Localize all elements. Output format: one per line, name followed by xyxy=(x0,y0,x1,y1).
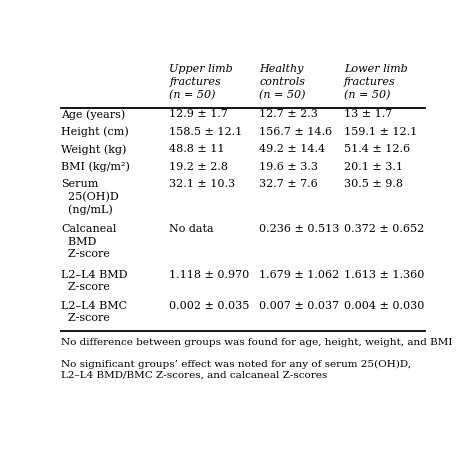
Text: BMI (kg/m²): BMI (kg/m²) xyxy=(61,162,130,172)
Text: 0.236 ± 0.513: 0.236 ± 0.513 xyxy=(259,224,340,235)
Text: Weight (kg): Weight (kg) xyxy=(61,144,127,155)
Text: L2–L4 BMC
  Z-score: L2–L4 BMC Z-score xyxy=(61,301,127,323)
Text: No difference between groups was found for age, height, weight, and BMI: No difference between groups was found f… xyxy=(61,337,453,346)
Text: 1.613 ± 1.360: 1.613 ± 1.360 xyxy=(344,270,424,280)
Text: L2–L4 BMD
  Z-score: L2–L4 BMD Z-score xyxy=(61,270,128,292)
Text: No data: No data xyxy=(169,224,214,235)
Text: 0.372 ± 0.652: 0.372 ± 0.652 xyxy=(344,224,424,235)
Text: 12.9 ± 1.7: 12.9 ± 1.7 xyxy=(169,109,228,119)
Text: Serum
  25(OH)D
  (ng/mL): Serum 25(OH)D (ng/mL) xyxy=(61,179,119,215)
Text: Lower limb
fractures
(n = 50): Lower limb fractures (n = 50) xyxy=(344,64,408,100)
Text: Height (cm): Height (cm) xyxy=(61,127,129,137)
Text: 32.1 ± 10.3: 32.1 ± 10.3 xyxy=(169,179,236,189)
Text: 19.2 ± 2.8: 19.2 ± 2.8 xyxy=(169,162,228,172)
Text: No significant groups’ effect was noted for any of serum 25(OH)D,
L2–L4 BMD/BMC : No significant groups’ effect was noted … xyxy=(61,359,411,380)
Text: 0.004 ± 0.030: 0.004 ± 0.030 xyxy=(344,301,424,311)
Text: 48.8 ± 11: 48.8 ± 11 xyxy=(169,144,225,154)
Text: 1.679 ± 1.062: 1.679 ± 1.062 xyxy=(259,270,340,280)
Text: 12.7 ± 2.3: 12.7 ± 2.3 xyxy=(259,109,319,119)
Text: Healthy
controls
(n = 50): Healthy controls (n = 50) xyxy=(259,64,306,100)
Text: Age (years): Age (years) xyxy=(61,109,125,119)
Text: 156.7 ± 14.6: 156.7 ± 14.6 xyxy=(259,127,333,137)
Text: 0.002 ± 0.035: 0.002 ± 0.035 xyxy=(169,301,250,311)
Text: 19.6 ± 3.3: 19.6 ± 3.3 xyxy=(259,162,319,172)
Text: 158.5 ± 12.1: 158.5 ± 12.1 xyxy=(169,127,243,137)
Text: Calcaneal
  BMD
  Z-score: Calcaneal BMD Z-score xyxy=(61,224,117,259)
Text: 51.4 ± 12.6: 51.4 ± 12.6 xyxy=(344,144,410,154)
Text: 1.118 ± 0.970: 1.118 ± 0.970 xyxy=(169,270,250,280)
Text: Upper limb
fractures
(n = 50): Upper limb fractures (n = 50) xyxy=(169,64,233,100)
Text: 159.1 ± 12.1: 159.1 ± 12.1 xyxy=(344,127,417,137)
Text: 30.5 ± 9.8: 30.5 ± 9.8 xyxy=(344,179,403,189)
Text: 20.1 ± 3.1: 20.1 ± 3.1 xyxy=(344,162,403,172)
Text: 32.7 ± 7.6: 32.7 ± 7.6 xyxy=(259,179,318,189)
Text: 0.007 ± 0.037: 0.007 ± 0.037 xyxy=(259,301,339,311)
Text: 49.2 ± 14.4: 49.2 ± 14.4 xyxy=(259,144,326,154)
Text: 13 ± 1.7: 13 ± 1.7 xyxy=(344,109,392,119)
